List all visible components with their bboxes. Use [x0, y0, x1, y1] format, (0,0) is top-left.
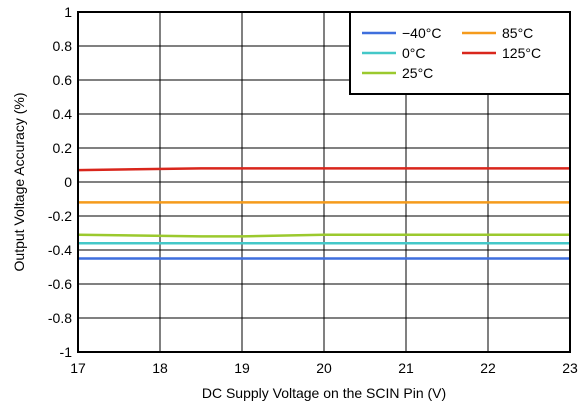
y-tick-label: 1: [64, 4, 72, 20]
x-tick-label: 17: [70, 360, 86, 376]
plot-frame: [77, 11, 571, 353]
legend-label: 0°C: [402, 45, 426, 61]
legend-label: 125°C: [502, 45, 541, 61]
series-line: [77, 167, 570, 172]
x-tick-label: 22: [480, 360, 496, 376]
x-tick-label: 23: [562, 360, 578, 376]
legend-label: −40°C: [402, 25, 441, 41]
y-tick-label: 0.8: [53, 38, 73, 54]
y-tick-label: 0.6: [53, 72, 73, 88]
x-tick-label: 20: [316, 360, 332, 376]
y-tick-label: 0.2: [53, 140, 73, 156]
y-tick-label: -0.2: [48, 208, 72, 224]
y-tick-label: -0.8: [48, 310, 72, 326]
x-axis-label: DC Supply Voltage on the SCIN Pin (V): [202, 385, 446, 401]
y-tick-label: -0.4: [48, 242, 72, 258]
x-axis-ticks: 17 18 19 20 21 22 23: [70, 360, 578, 376]
series-line: [77, 233, 570, 238]
y-tick-label: -0.6: [48, 276, 72, 292]
y-tick-label: 0.4: [53, 106, 73, 122]
series-lines: [77, 167, 570, 260]
x-tick-label: 18: [152, 360, 168, 376]
legend: −40°C 85°C 0°C 125°C 25°C: [349, 11, 571, 95]
y-axis-label: Output Voltage Accuracy (%): [11, 93, 27, 272]
y-tick-label: -1: [60, 344, 73, 360]
y-axis-ticks: 1 0.8 0.6 0.4 0.2 0 -0.2 -0.4 -0.6 -0.8 -1: [48, 4, 72, 360]
legend-label: 25°C: [402, 65, 433, 81]
y-tick-label: 0: [64, 174, 72, 190]
x-tick-label: 19: [234, 360, 250, 376]
x-tick-label: 21: [398, 360, 414, 376]
legend-label: 85°C: [502, 25, 533, 41]
